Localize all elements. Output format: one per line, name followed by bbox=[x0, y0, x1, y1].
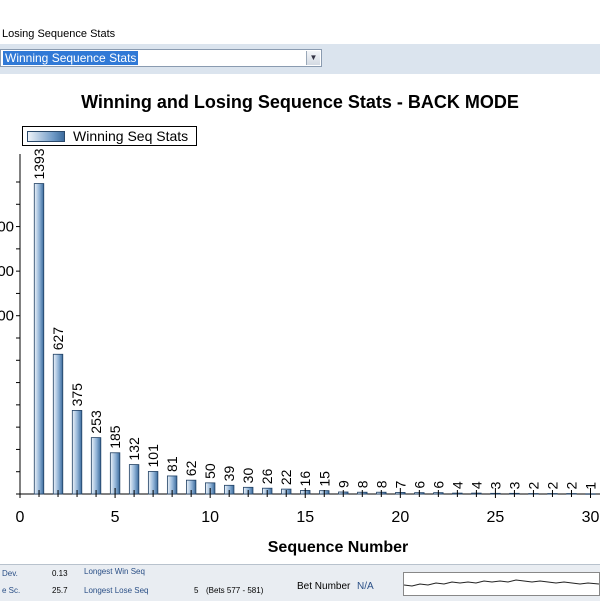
longest-lose-value: 5 bbox=[194, 586, 199, 595]
dropdown-arrow-icon[interactable]: ▼ bbox=[306, 51, 320, 65]
bar-value-label: 8 bbox=[373, 480, 389, 488]
bar-value-label: 1 bbox=[582, 482, 598, 490]
bar-value-label: 26 bbox=[259, 468, 275, 484]
x-tick-label: 0 bbox=[16, 509, 25, 526]
chart-title: Winning and Losing Sequence Stats - BACK… bbox=[81, 92, 519, 112]
x-tick-label: 15 bbox=[296, 509, 314, 526]
bet-number-label: Bet Number bbox=[297, 581, 351, 592]
y-tick-label: 00 bbox=[0, 219, 14, 236]
stats-type-dropdown[interactable]: Winning Sequence Stats ▼ bbox=[0, 49, 322, 67]
bar-value-label: 627 bbox=[50, 327, 66, 351]
bar bbox=[128, 464, 140, 495]
bar-value-label: 132 bbox=[126, 437, 142, 461]
bar-value-label: 22 bbox=[278, 469, 294, 485]
bet-sparkline bbox=[403, 572, 600, 596]
dropdown-selected-value: Winning Sequence Stats bbox=[3, 51, 139, 65]
score-value: 25.7 bbox=[52, 586, 68, 595]
bar-value-label: 50 bbox=[202, 463, 218, 479]
bar-value-label: 3 bbox=[506, 481, 522, 489]
bet-number-value: N/A bbox=[357, 581, 374, 592]
longest-lose-range: (Bets 577 - 581) bbox=[206, 586, 264, 595]
legend-swatch bbox=[27, 130, 65, 142]
score-label: e Sc. bbox=[2, 586, 21, 595]
bar-value-label: 185 bbox=[107, 425, 123, 449]
x-tick-label: 20 bbox=[391, 509, 409, 526]
bar-value-label: 8 bbox=[354, 480, 370, 488]
y-tick-label: 00 bbox=[0, 263, 14, 280]
bar-value-label: 2 bbox=[544, 482, 560, 490]
bar-value-label: 7 bbox=[392, 480, 408, 488]
bar-value-label: 375 bbox=[69, 383, 85, 407]
bar-value-label: 9 bbox=[335, 480, 351, 488]
bar-value-label: 62 bbox=[183, 460, 199, 476]
bar bbox=[71, 410, 83, 495]
bar-value-label: 2 bbox=[525, 482, 541, 490]
bar-value-label: 1393 bbox=[31, 148, 47, 179]
bar-value-label: 16 bbox=[297, 471, 313, 487]
bar bbox=[33, 183, 45, 495]
chart-legend: Winning Seq Stats bbox=[22, 126, 198, 146]
bar bbox=[109, 452, 121, 495]
bar-value-label: 4 bbox=[468, 481, 484, 489]
bar bbox=[90, 437, 102, 495]
longest-lose-label: Longest Lose Seq bbox=[84, 586, 149, 595]
x-tick-label: 5 bbox=[111, 509, 120, 526]
bar-value-label: 253 bbox=[88, 410, 104, 434]
bar-value-label: 4 bbox=[449, 481, 465, 489]
bar-value-label: 15 bbox=[316, 471, 332, 487]
chart-area: Winning and Losing Sequence Stats - BACK… bbox=[0, 74, 600, 564]
bar-value-label: 6 bbox=[411, 481, 427, 489]
x-tick-label: 30 bbox=[582, 509, 600, 526]
std-dev-label: Dev. bbox=[2, 569, 18, 578]
x-tick-label: 10 bbox=[201, 509, 219, 526]
bar-value-label: 30 bbox=[240, 468, 256, 484]
bar-value-label: 39 bbox=[221, 466, 237, 482]
longest-win-label: Longest Win Seq bbox=[84, 567, 145, 576]
bar-value-label: 2 bbox=[563, 482, 579, 490]
window-title: Losing Sequence Stats bbox=[2, 28, 116, 40]
std-dev-value: 0.13 bbox=[52, 569, 68, 578]
bar-value-label: 81 bbox=[164, 456, 180, 472]
legend-label: Winning Seq Stats bbox=[73, 128, 189, 144]
bar-value-label: 101 bbox=[145, 444, 161, 468]
x-tick-label: 25 bbox=[487, 509, 505, 526]
bar bbox=[52, 353, 64, 495]
bar-value-label: 3 bbox=[487, 481, 503, 489]
y-tick-label: 00 bbox=[0, 308, 14, 325]
x-axis-label: Sequence Number bbox=[268, 539, 408, 556]
window-titlebar: Losing Sequence Stats bbox=[0, 0, 600, 45]
bar-value-label: 6 bbox=[430, 481, 446, 489]
